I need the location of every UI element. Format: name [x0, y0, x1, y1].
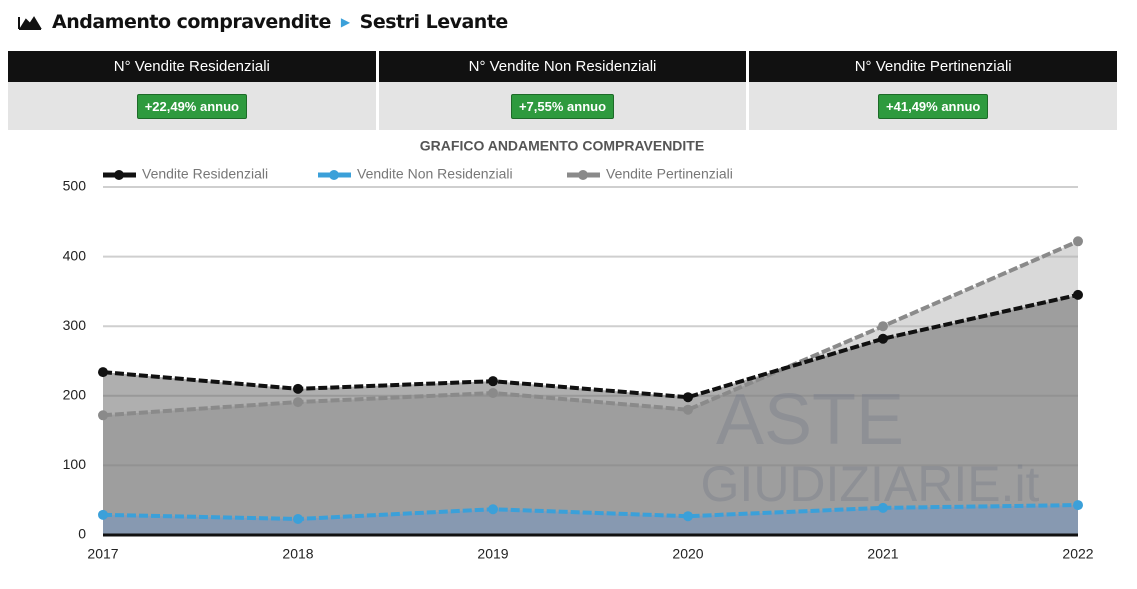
data-point [683, 392, 693, 402]
data-point [488, 504, 498, 514]
stat-badge: +22,49% annuo [137, 94, 247, 119]
legend-label: Vendite Residenziali [142, 166, 268, 182]
data-point [878, 503, 888, 513]
y-tick-label: 0 [78, 526, 86, 542]
x-tick-label: 2019 [477, 546, 508, 562]
data-point [293, 384, 303, 394]
data-point [98, 367, 108, 377]
legend-entry: Vendite Pertinenziali [567, 166, 733, 182]
x-tick-label: 2017 [87, 546, 118, 562]
legend-label: Vendite Non Residenziali [357, 166, 513, 182]
legend-marker [578, 170, 588, 180]
y-tick-label: 100 [63, 456, 87, 472]
y-tick-label: 200 [63, 387, 87, 403]
y-tick-label: 500 [63, 178, 87, 194]
data-point [878, 334, 888, 344]
stat-label: N° Vendite Residenziali [8, 51, 376, 82]
x-tick-label: 2022 [1062, 546, 1093, 562]
data-point [683, 405, 693, 415]
chart-icon [18, 13, 42, 31]
stat-label: N° Vendite Pertinenziali [749, 51, 1117, 82]
legend-entry: Vendite Non Residenziali [318, 166, 513, 182]
stat-card: N° Vendite Non Residenziali +7,55% annuo [379, 51, 747, 130]
y-tick-label: 300 [63, 317, 87, 333]
stat-card: N° Vendite Pertinenziali +41,49% annuo [749, 51, 1117, 130]
data-point [1073, 290, 1083, 300]
data-point [293, 397, 303, 407]
legend-marker [114, 170, 124, 180]
chart-title: GRAFICO ANDAMENTO COMPRAVENDITE [420, 138, 704, 154]
legend-entry: Vendite Residenziali [103, 166, 268, 182]
data-point [1073, 236, 1083, 246]
stats: N° Vendite Residenziali +22,49% annuo N° … [8, 51, 1117, 130]
data-point [293, 514, 303, 524]
x-tick-label: 2021 [867, 546, 898, 562]
legend-marker [329, 170, 339, 180]
x-tick-label: 2020 [672, 546, 703, 562]
stat-badge: +7,55% annuo [511, 94, 614, 119]
data-point [488, 388, 498, 398]
legend-label: Vendite Pertinenziali [606, 166, 733, 182]
chart: GRAFICO ANDAMENTO COMPRAVENDITE 0 100 200 3… [0, 130, 1137, 589]
data-point [488, 376, 498, 386]
header-location: Sestri Levante [360, 11, 508, 33]
stat-label: N° Vendite Non Residenziali [379, 51, 747, 82]
data-point [683, 511, 693, 521]
data-point [1073, 500, 1083, 510]
stat-card: N° Vendite Residenziali +22,49% annuo [8, 51, 376, 130]
stat-badge: +41,49% annuo [878, 94, 988, 119]
data-point [98, 410, 108, 420]
breadcrumb-separator: ▶ [341, 15, 350, 29]
x-tick-label: 2018 [282, 546, 313, 562]
data-point [98, 510, 108, 520]
area-fill [103, 295, 1078, 535]
data-point [878, 321, 888, 331]
y-tick-label: 400 [63, 247, 87, 263]
header: Andamento compravendite ▶ Sestri Levante [18, 8, 508, 36]
header-title: Andamento compravendite [52, 11, 331, 33]
page: {"header": {"title": "Andamento comprave… [0, 0, 1137, 589]
